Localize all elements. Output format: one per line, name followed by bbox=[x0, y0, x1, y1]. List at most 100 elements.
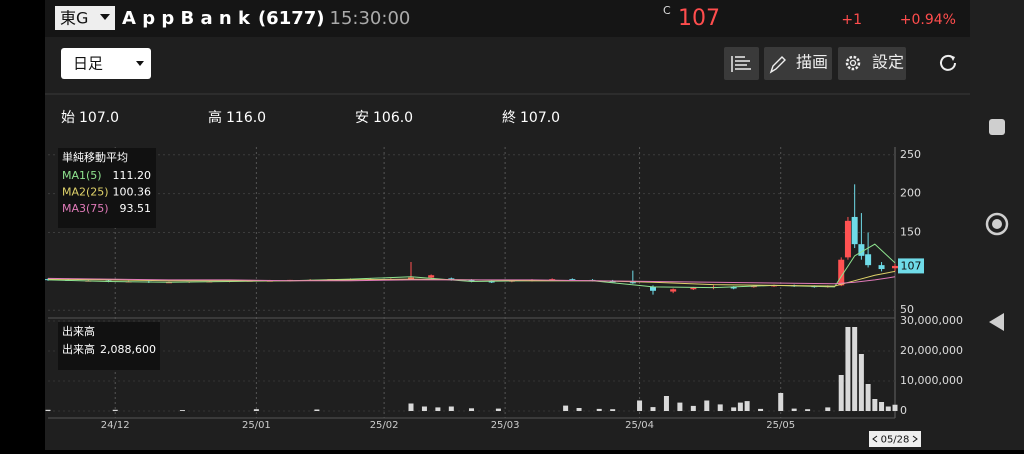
date-next bbox=[912, 435, 918, 443]
ohlc-item: 終 107.0 bbox=[502, 110, 560, 126]
settings-label: 設定 bbox=[872, 53, 904, 72]
volume-bar bbox=[858, 354, 864, 411]
x-tick-label: 25/05 bbox=[766, 420, 795, 431]
stock-title: A p p B a n k (6177) 15:30:00 bbox=[122, 8, 410, 29]
ohlc-label: 始 bbox=[61, 110, 75, 126]
indicator-button[interactable] bbox=[724, 47, 759, 80]
candle-body bbox=[650, 286, 656, 291]
candle-body bbox=[878, 265, 885, 270]
date-tag-label: 05/28 bbox=[881, 435, 910, 446]
volume-bar bbox=[717, 404, 723, 411]
volume-bar bbox=[677, 402, 683, 411]
candle-body bbox=[448, 278, 455, 280]
candle-body bbox=[865, 254, 872, 266]
nav-recents[interactable] bbox=[989, 119, 1005, 135]
volume-bar bbox=[845, 327, 851, 411]
legend-value: 93.51 bbox=[120, 202, 152, 215]
price: 107 bbox=[678, 6, 720, 31]
settings-button[interactable] bbox=[838, 47, 906, 80]
y-tick-label: 250 bbox=[900, 148, 921, 161]
ohlc-row: 始 107.0 高 116.0 安 106.0 終 107.0 bbox=[61, 109, 560, 126]
price-tag-label: 107 bbox=[901, 259, 922, 272]
draw-button[interactable] bbox=[764, 47, 832, 80]
draw-label: 描画 bbox=[796, 53, 828, 72]
volume-bar bbox=[637, 400, 643, 411]
volume-bar bbox=[495, 408, 501, 411]
candle-body bbox=[858, 244, 865, 256]
legend-name: MA3(75) bbox=[62, 202, 109, 215]
x-tick-label: 25/03 bbox=[491, 420, 520, 431]
change: +1 bbox=[841, 12, 862, 28]
volume-readout: 出来高 2,088,600 bbox=[62, 342, 156, 356]
x-tick-label: 25/01 bbox=[242, 420, 271, 431]
candle-body bbox=[670, 289, 677, 292]
candle-body bbox=[569, 279, 576, 281]
pencil-icon bbox=[769, 56, 786, 74]
volume-bar bbox=[179, 410, 185, 411]
volume-bar bbox=[744, 401, 750, 411]
period-select[interactable] bbox=[61, 48, 151, 79]
candle-body bbox=[488, 281, 495, 283]
volume-bar bbox=[791, 408, 797, 411]
legend-title: 単純移動平均 bbox=[62, 150, 128, 164]
price-tag bbox=[898, 258, 924, 274]
volume-bar bbox=[838, 375, 844, 411]
nav-back[interactable] bbox=[989, 313, 1004, 331]
volume-bar bbox=[885, 406, 891, 411]
volume-bar bbox=[872, 399, 878, 411]
volume-bar bbox=[314, 409, 320, 411]
ohlc-label: 高 bbox=[208, 109, 222, 126]
volume-bar bbox=[596, 408, 602, 411]
candle-body bbox=[892, 265, 898, 269]
ohlc-label: 終 bbox=[502, 110, 516, 126]
volume-bar bbox=[610, 409, 616, 411]
price-flag: C bbox=[663, 4, 671, 17]
y-tick-label: 20,000,000 bbox=[900, 344, 963, 357]
time: 15:30:00 bbox=[330, 8, 411, 29]
y-tick-label: 30,000,000 bbox=[900, 314, 963, 327]
candle-body bbox=[428, 275, 435, 278]
volume-bar bbox=[408, 403, 414, 411]
volume-bar bbox=[852, 327, 858, 411]
refresh-icon[interactable] bbox=[940, 54, 956, 71]
legend-name: MA2(25) bbox=[62, 186, 109, 199]
y-tick-label: 0 bbox=[900, 404, 907, 417]
y-tick-label: 10,000,000 bbox=[900, 374, 963, 387]
ma-line bbox=[47, 270, 896, 287]
volume-bar bbox=[825, 407, 831, 411]
volume-bar bbox=[435, 407, 441, 411]
gear-icon bbox=[845, 55, 861, 71]
ohlc-value: 107.0 bbox=[520, 110, 560, 126]
change-pct: +0.94% bbox=[900, 12, 956, 28]
volume-bar bbox=[253, 409, 259, 411]
volume-value: 2,088,600 bbox=[100, 343, 156, 356]
stock-code: (6177) bbox=[258, 8, 325, 29]
volume-bar bbox=[892, 404, 898, 411]
ohlc-value: 106.0 bbox=[373, 110, 413, 126]
ohlc-item: 安 106.0 bbox=[355, 110, 413, 126]
volume-bar bbox=[879, 402, 885, 411]
grid bbox=[48, 147, 895, 418]
nav-home-dot bbox=[992, 219, 1002, 229]
ohlc-value: 116.0 bbox=[226, 110, 266, 126]
legend-title: 出来高 bbox=[62, 324, 95, 338]
volume-bar bbox=[469, 408, 474, 411]
y-tick-label: 200 bbox=[900, 187, 921, 200]
volume-bar bbox=[805, 409, 811, 411]
candle-body bbox=[408, 277, 414, 280]
candle-body bbox=[730, 286, 737, 289]
candle-body bbox=[468, 279, 475, 282]
stock-name: A p p B a n k bbox=[122, 8, 251, 29]
y-tick-label: 50 bbox=[900, 303, 914, 316]
candle-body bbox=[690, 287, 697, 290]
ohlc-item: 始 107.0 bbox=[61, 110, 119, 126]
marks bbox=[45, 184, 898, 411]
nav-home[interactable] bbox=[985, 212, 1009, 236]
legend-value: 111.20 bbox=[113, 169, 152, 182]
volume-bar bbox=[690, 405, 696, 411]
legend-box bbox=[58, 148, 156, 228]
volume-name: 出来高 bbox=[62, 342, 95, 356]
candle-body bbox=[844, 220, 851, 258]
chart-background bbox=[45, 37, 970, 450]
x-tick-label: 25/02 bbox=[370, 420, 399, 431]
